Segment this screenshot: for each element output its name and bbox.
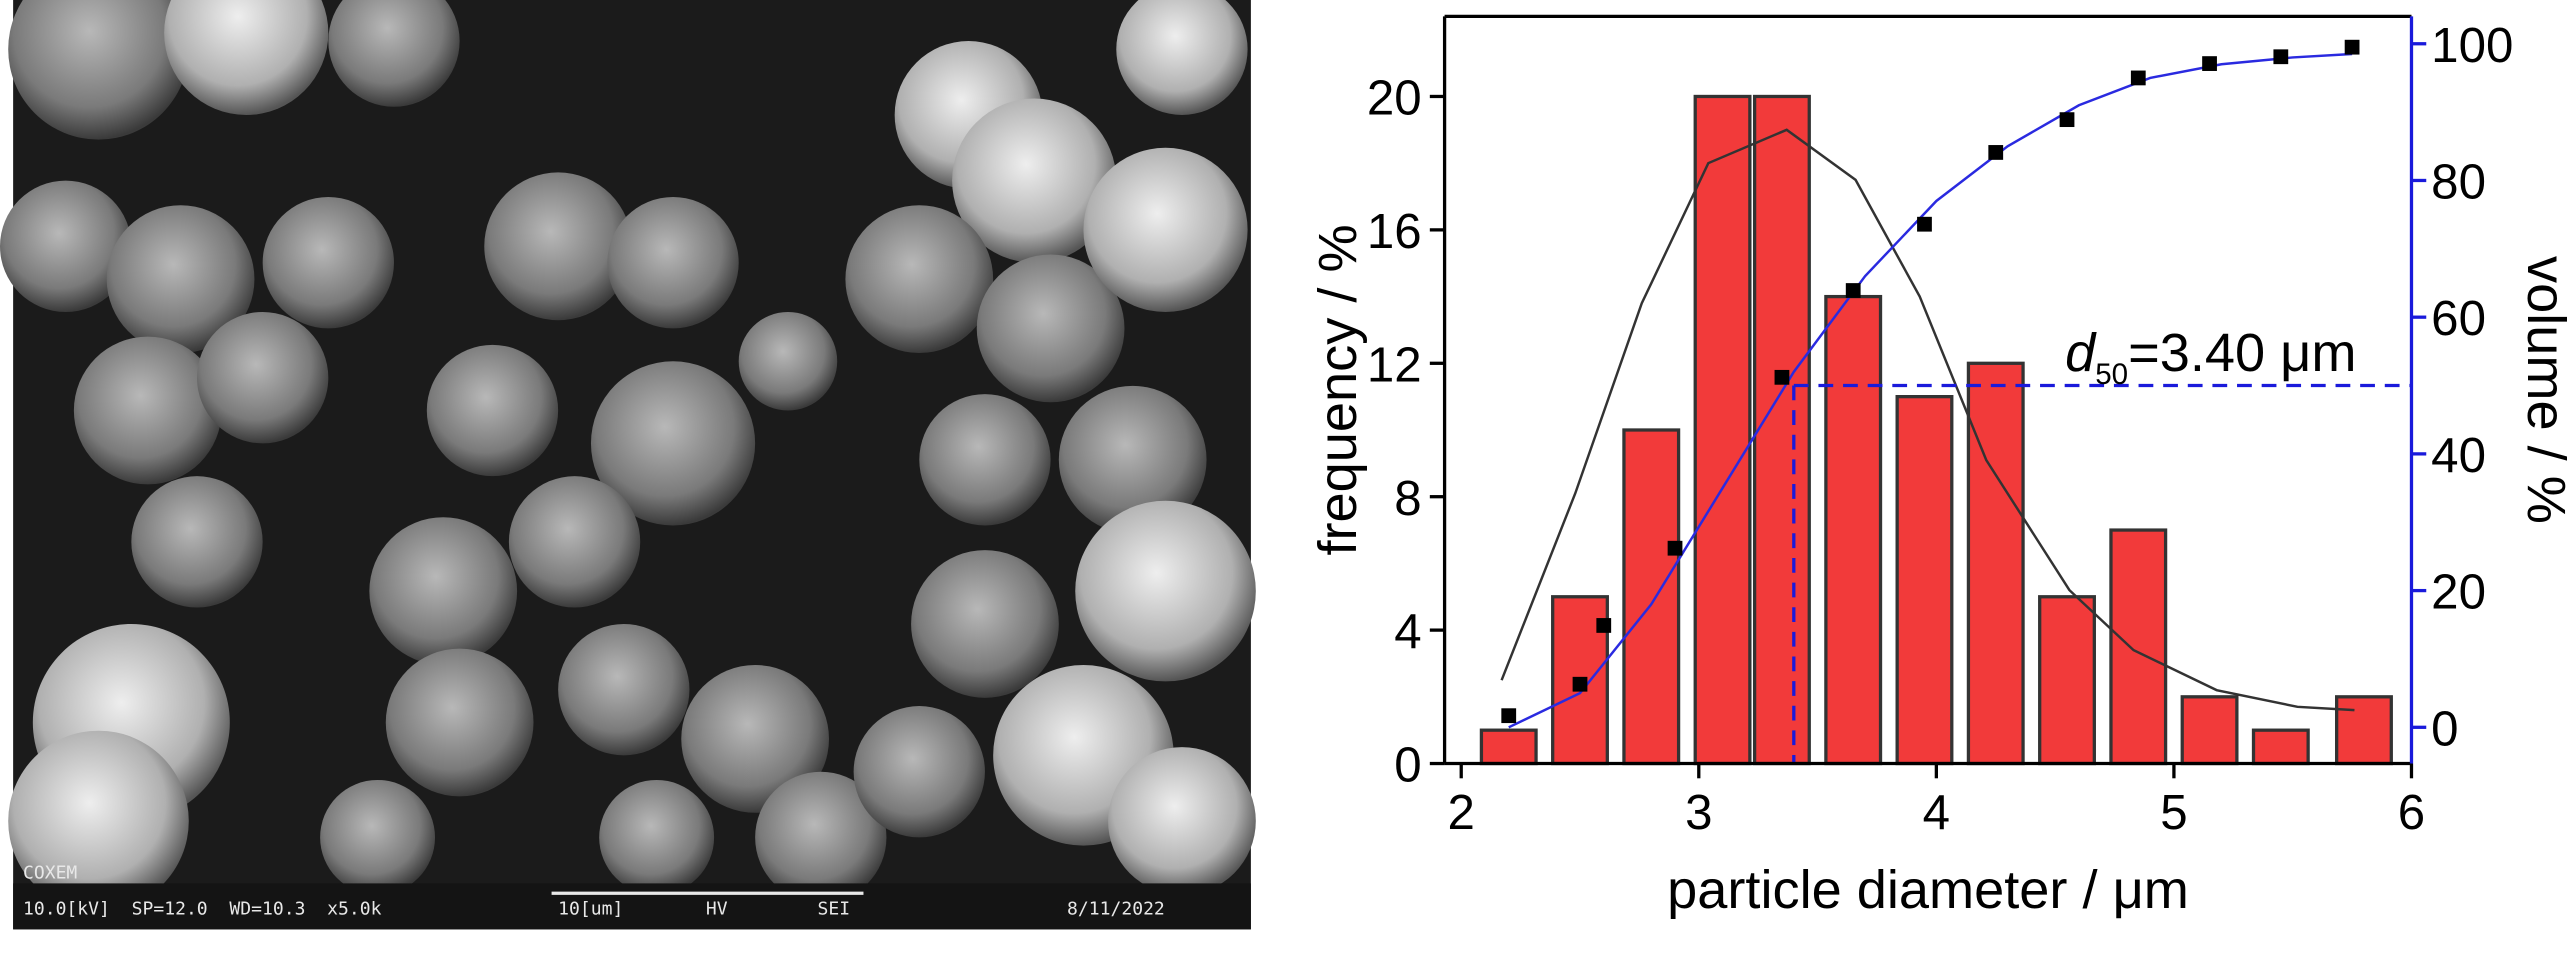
- data-point: [2059, 112, 2075, 128]
- y2-tick-label: 60: [2431, 291, 2486, 346]
- bar: [1966, 361, 2025, 766]
- x-axis-label: particle diameter / μm: [1667, 860, 2189, 920]
- bar: [2335, 695, 2393, 766]
- y2-tick-label: 100: [2431, 18, 2513, 73]
- y2-tick-label: 0: [2431, 701, 2458, 756]
- data-point: [2273, 49, 2289, 65]
- data-point: [1845, 283, 1861, 298]
- y-tick-label: 0: [1394, 738, 1421, 793]
- sem-brand: COXEM: [23, 862, 77, 883]
- y-axis-label: frequency / %: [1308, 224, 1368, 555]
- bar: [1479, 728, 1538, 766]
- bar: [2109, 528, 2168, 766]
- y-tick-label: 16: [1367, 204, 1422, 259]
- data-point: [1774, 369, 1790, 385]
- data-point: [1917, 216, 1932, 232]
- y2-tick-label: 20: [2431, 565, 2486, 620]
- bar: [1895, 395, 1954, 766]
- data-point: [1596, 618, 1612, 633]
- sem-info: 10.0[kV] SP=12.0 WD=10.3 x5.0k: [23, 899, 382, 920]
- annotation-text: =3.40 μm: [2128, 323, 2356, 383]
- data-point: [1667, 540, 1683, 556]
- data-point: [1501, 708, 1517, 724]
- x-tick-label: 6: [2398, 785, 2425, 840]
- fit-line: [1500, 128, 2355, 712]
- annotation: d50=3.40 μm: [2065, 323, 2356, 391]
- bar: [1824, 294, 1883, 766]
- bar: [1693, 94, 1752, 766]
- y-tick-label: 4: [1394, 604, 1421, 659]
- annotation-subscript: 50: [2095, 358, 2128, 391]
- x-tick-label: 5: [2160, 785, 2187, 840]
- x-tick-label: 3: [1685, 785, 1712, 840]
- y2-tick-label: 80: [2431, 155, 2486, 210]
- data-point: [2202, 56, 2217, 71]
- sem-mode: SEI: [818, 899, 851, 920]
- chart: d50=3.40 μm2 3 4 5 6048121620020406080100par…: [1308, 14, 2574, 920]
- data-point: [2344, 39, 2360, 55]
- sem-image: COXEM 10.0[kV] SP=12.0 WD=10.3 x5.0k 10[…: [0, 0, 1256, 930]
- sem-mode: HV: [706, 899, 728, 920]
- bar: [1622, 428, 1681, 766]
- x-tick-label: 4: [1923, 785, 1950, 840]
- y2-axis-label: volume / %: [2516, 256, 2574, 524]
- annotation-symbol: d: [2065, 323, 2097, 383]
- particles: [0, 0, 1256, 912]
- sem-scale-bar: 10[um]: [558, 899, 623, 920]
- sem-date: 8/11/2022: [1067, 899, 1165, 920]
- bar: [2251, 728, 2310, 766]
- bar: [2180, 695, 2239, 766]
- fit-line: [1508, 52, 2353, 729]
- x-tick-label: 2: [1448, 785, 1475, 840]
- bar: [1752, 94, 1811, 766]
- y-tick-label: 12: [1367, 337, 1422, 392]
- bar: [2038, 595, 2096, 766]
- y-tick-label: 20: [1367, 71, 1422, 126]
- data-point: [1572, 676, 1588, 692]
- y-tick-label: 8: [1394, 471, 1421, 526]
- data-point: [2130, 70, 2146, 86]
- y2-tick-label: 40: [2431, 428, 2486, 483]
- data-point: [1988, 145, 2004, 160]
